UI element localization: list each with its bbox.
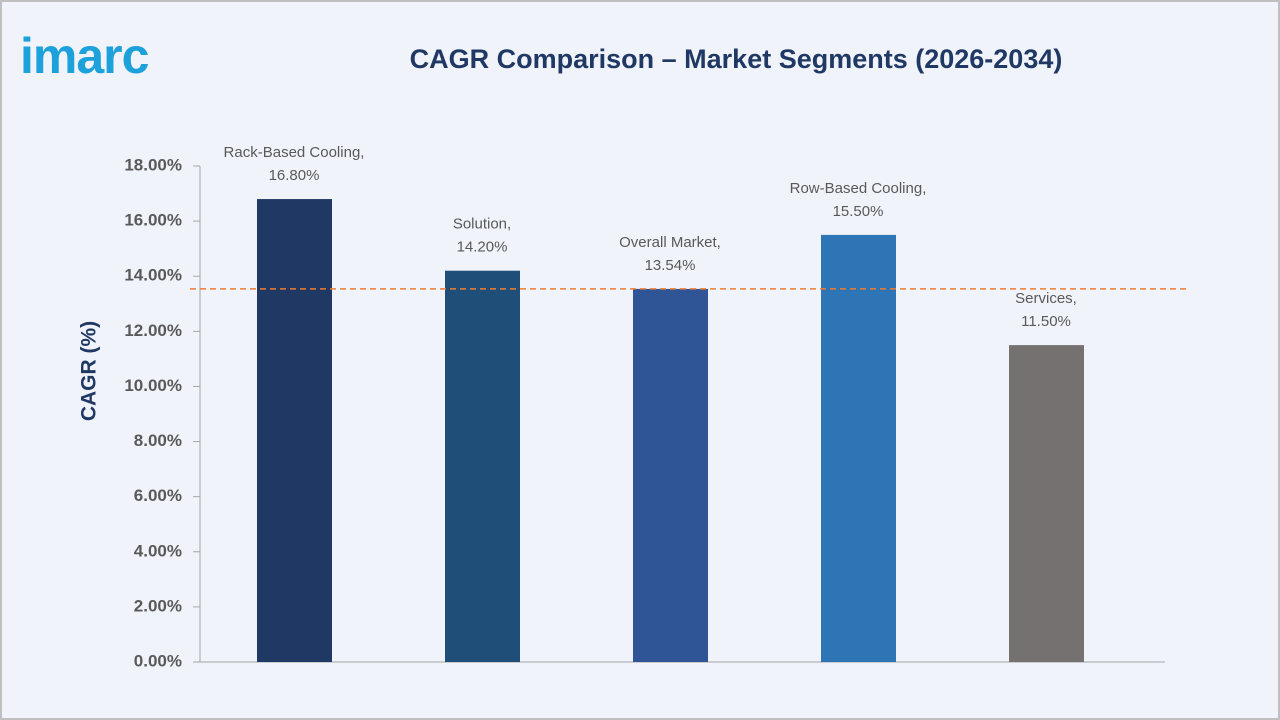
y-tick-label: 16.00% — [124, 211, 182, 230]
chart-title: CAGR Comparison – Market Segments (2026-… — [410, 44, 1063, 74]
y-tick-label: 4.00% — [134, 541, 182, 560]
y-tick-label: 6.00% — [134, 486, 182, 505]
data-label-value: 15.50% — [833, 203, 884, 220]
y-tick-label: 18.00% — [124, 155, 182, 174]
data-label-category: Row-Based Cooling, — [790, 180, 927, 197]
bar — [821, 234, 896, 662]
y-tick-label: 10.00% — [124, 376, 182, 395]
data-label-value: 16.80% — [269, 167, 320, 184]
y-tick-label: 2.00% — [134, 596, 182, 615]
data-label-category: Overall Market, — [619, 234, 721, 251]
data-label-category: Solution, — [453, 216, 511, 233]
data-label-value: 11.50% — [1021, 313, 1071, 330]
data-label-value: 13.54% — [645, 257, 696, 274]
logo: imarc — [20, 28, 149, 84]
bar — [633, 288, 708, 662]
data-label-category: Services, — [1015, 290, 1077, 307]
bar — [1009, 345, 1084, 662]
y-tick-label: 12.00% — [124, 321, 182, 340]
data-label-value: 14.20% — [457, 239, 508, 256]
y-tick-label: 8.00% — [134, 431, 182, 450]
bar — [445, 270, 520, 662]
data-label-category: Rack-Based Cooling, — [224, 144, 365, 161]
y-tick-label: 0.00% — [134, 651, 182, 670]
y-axis-label: CAGR (%) — [78, 321, 101, 421]
y-tick-label: 14.00% — [124, 266, 182, 285]
bar — [257, 199, 332, 663]
